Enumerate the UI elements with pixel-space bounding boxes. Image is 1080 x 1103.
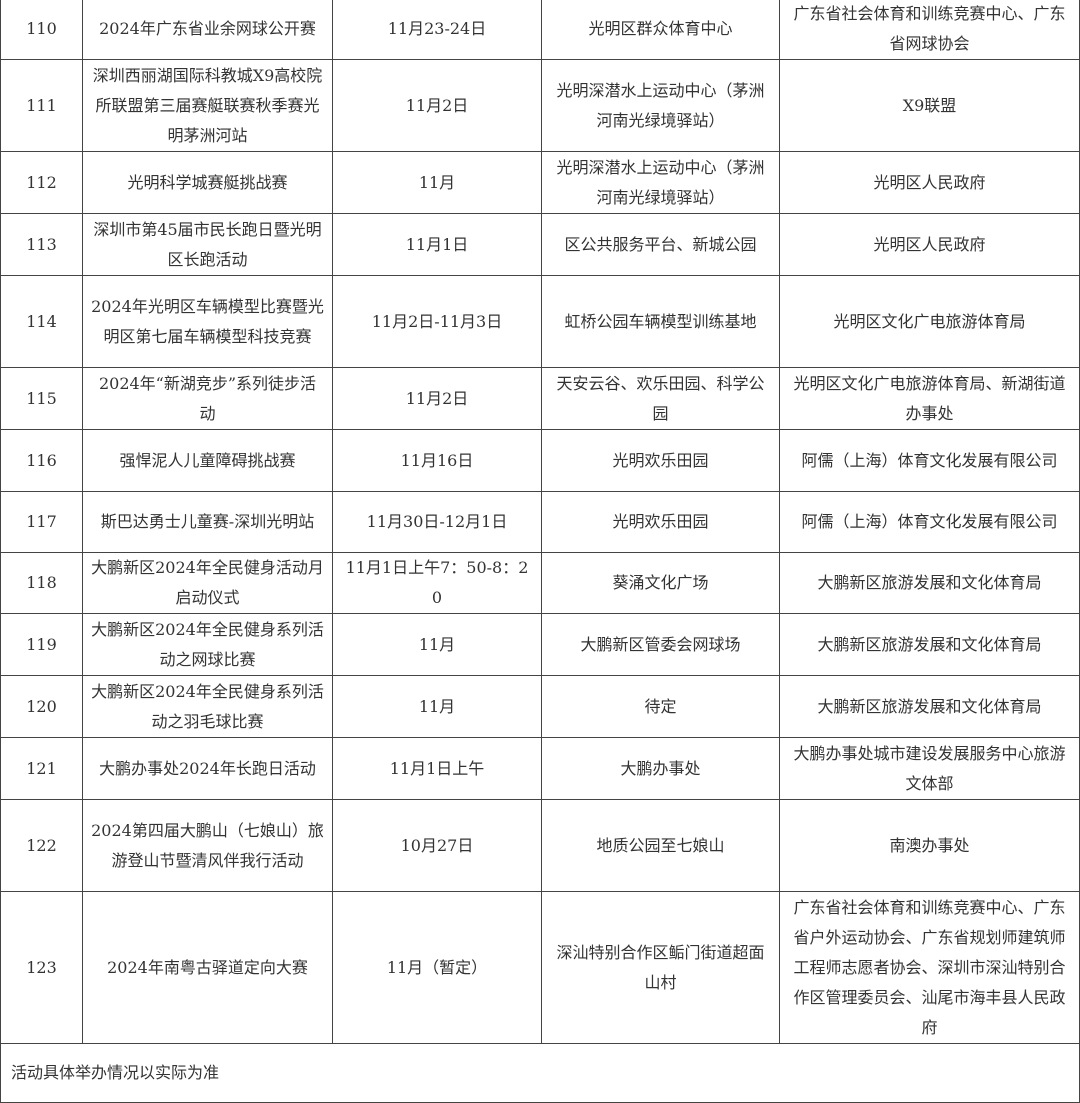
event-venue: 待定 — [541, 675, 780, 738]
event-venue: 区公共服务平台、新城公园 — [541, 213, 780, 276]
event-venue: 大鹏办事处 — [541, 737, 780, 800]
event-venue: 深汕特别合作区鲘门街道超面山村 — [541, 891, 780, 1044]
event-venue: 光明区群众体育中心 — [541, 0, 780, 60]
event-venue: 光明欢乐田园 — [541, 491, 780, 553]
row-number: 111 — [0, 59, 83, 152]
event-name: 2024第四届大鹏山（七娘山）旅游登山节暨清风伴我行活动 — [82, 799, 333, 892]
table-row: 115 2024年“新湖竞步”系列徒步活动 11月2日 天安云谷、欢乐田园、科学公园光… — [0, 367, 1080, 430]
event-date: 10月27日 — [332, 799, 542, 892]
event-date: 11月2日 — [332, 59, 542, 152]
event-date: 11月1日 — [332, 213, 542, 276]
event-organizer: 大鹏办事处城市建设发展服务中心旅游文体部 — [779, 737, 1080, 800]
event-date: 11月 — [332, 613, 542, 676]
table-row: 121 大鹏办事处2024年长跑日活动 11月1日上午 大鹏办事处 大鹏办事处城市建设发… — [0, 737, 1080, 800]
row-number: 123 — [0, 891, 83, 1044]
event-name: 光明科学城赛艇挑战赛 — [82, 151, 333, 214]
event-name: 2024年广东省业余网球公开赛 — [82, 0, 333, 60]
event-date: 11月30日-12月1日 — [332, 491, 542, 553]
event-organizer: 广东省社会体育和训练竞赛中心、广东省网球协会 — [779, 0, 1080, 60]
event-date: 11月 — [332, 151, 542, 214]
event-organizer: 光明区文化广电旅游体育局、新湖街道办事处 — [779, 367, 1080, 430]
event-date: 11月1日上午7：50-8：20 — [332, 552, 542, 614]
event-venue: 天安云谷、欢乐田园、科学公园 — [541, 367, 780, 430]
event-organizer: 大鹏新区旅游发展和文化体育局 — [779, 675, 1080, 738]
event-name: 斯巴达勇士儿童赛-深圳光明站 — [82, 491, 333, 553]
event-organizer: 阿儒（上海）体育文化发展有限公司 — [779, 429, 1080, 492]
event-name: 大鹏新区2024年全民健身系列活动之羽毛球比赛 — [82, 675, 333, 738]
event-name: 2024年光明区车辆模型比赛暨光明区第七届车辆模型科技竞赛 — [82, 275, 333, 368]
row-number: 117 — [0, 491, 83, 553]
event-organizer: 阿儒（上海）体育文化发展有限公司 — [779, 491, 1080, 553]
event-venue: 虹桥公园车辆模型训练基地 — [541, 275, 780, 368]
event-organizer: 光明区人民政府 — [779, 151, 1080, 214]
table-row: 110 2024年广东省业余网球公开赛 11月23-24日 光明区群众体育中心 广东省社… — [0, 0, 1080, 60]
event-name: 强悍泥人儿童障碍挑战赛 — [82, 429, 333, 492]
note-text: 活动具体举办情况以实际为准 — [0, 1043, 1080, 1103]
row-number: 121 — [0, 737, 83, 800]
event-name: 深圳市第45届市民长跑日暨光明区长跑活动 — [82, 213, 333, 276]
row-number: 115 — [0, 367, 83, 430]
table-row: 112 光明科学城赛艇挑战赛 11月 光明深潜水上运动中心（茅洲河南光绿境驿站） 光明区… — [0, 151, 1080, 214]
event-venue: 葵涌文化广场 — [541, 552, 780, 614]
table-row: 123 2024年南粤古驿道定向大赛 11月（暂定） 深汕特别合作区鲘门街道超面山村广… — [0, 891, 1080, 1044]
row-number: 116 — [0, 429, 83, 492]
event-venue: 地质公园至七娘山 — [541, 799, 780, 892]
event-venue: 大鹏新区管委会网球场 — [541, 613, 780, 676]
event-name: 2024年南粤古驿道定向大赛 — [82, 891, 333, 1044]
row-number: 113 — [0, 213, 83, 276]
event-date: 11月23-24日 — [332, 0, 542, 60]
event-date: 11月1日上午 — [332, 737, 542, 800]
event-organizer: 光明区人民政府 — [779, 213, 1080, 276]
table-row: 122 2024第四届大鹏山（七娘山）旅游登山节暨清风伴我行活动 10月27日 地质公… — [0, 799, 1080, 892]
event-organizer: 广东省社会体育和训练竞赛中心、广东省户外运动协会、广东省规划师建筑师工程师志愿者… — [779, 891, 1080, 1044]
row-number: 110 — [0, 0, 83, 60]
table-row: 117 斯巴达勇士儿童赛-深圳光明站 11月30日-12月1日 光明欢乐田园 阿儒（上海… — [0, 491, 1080, 553]
event-name: 深圳西丽湖国际科教城X9高校院所联盟第三届赛艇联赛秋季赛光明茅洲河站 — [82, 59, 333, 152]
event-date: 11月2日 — [332, 367, 542, 430]
table-row: 119 大鹏新区2024年全民健身系列活动之网球比赛 11月 大鹏新区管委会网球场 大鹏… — [0, 613, 1080, 676]
event-name: 大鹏新区2024年全民健身系列活动之网球比赛 — [82, 613, 333, 676]
event-date: 11月2日-11月3日 — [332, 275, 542, 368]
row-number: 119 — [0, 613, 83, 676]
table-row: 120 大鹏新区2024年全民健身系列活动之羽毛球比赛 11月 待定 大鹏新区旅游发展和… — [0, 675, 1080, 738]
event-venue: 光明深潜水上运动中心（茅洲河南光绿境驿站） — [541, 59, 780, 152]
event-organizer: 大鹏新区旅游发展和文化体育局 — [779, 613, 1080, 676]
event-name: 大鹏新区2024年全民健身活动月启动仪式 — [82, 552, 333, 614]
event-date: 11月16日 — [332, 429, 542, 492]
row-number: 112 — [0, 151, 83, 214]
table-row: 116 强悍泥人儿童障碍挑战赛 11月16日 光明欢乐田园 阿儒（上海）体育文化发展有限… — [0, 429, 1080, 492]
row-number: 122 — [0, 799, 83, 892]
event-organizer: 光明区文化广电旅游体育局 — [779, 275, 1080, 368]
table-row: 114 2024年光明区车辆模型比赛暨光明区第七届车辆模型科技竞赛 11月2日-11… — [0, 275, 1080, 368]
event-name: 2024年“新湖竞步”系列徒步活动 — [82, 367, 333, 430]
event-name: 大鹏办事处2024年长跑日活动 — [82, 737, 333, 800]
table-row: 118 大鹏新区2024年全民健身活动月启动仪式 11月1日上午7：50-8：20 葵… — [0, 552, 1080, 614]
row-number: 120 — [0, 675, 83, 738]
event-organizer: X9联盟 — [779, 59, 1080, 152]
event-venue: 光明欢乐田园 — [541, 429, 780, 492]
row-number: 118 — [0, 552, 83, 614]
table-row: 111 深圳西丽湖国际科教城X9高校院所联盟第三届赛艇联赛秋季赛光明茅洲河站 11月… — [0, 59, 1080, 152]
note-row: 活动具体举办情况以实际为准 — [0, 1043, 1080, 1103]
event-date: 11月 — [332, 675, 542, 738]
event-organizer: 大鹏新区旅游发展和文化体育局 — [779, 552, 1080, 614]
event-venue: 光明深潜水上运动中心（茅洲河南光绿境驿站） — [541, 151, 780, 214]
table-row: 113 深圳市第45届市民长跑日暨光明区长跑活动 11月1日 区公共服务平台、新城公园… — [0, 213, 1080, 276]
event-date: 11月（暂定） — [332, 891, 542, 1044]
row-number: 114 — [0, 275, 83, 368]
event-organizer: 南澳办事处 — [779, 799, 1080, 892]
